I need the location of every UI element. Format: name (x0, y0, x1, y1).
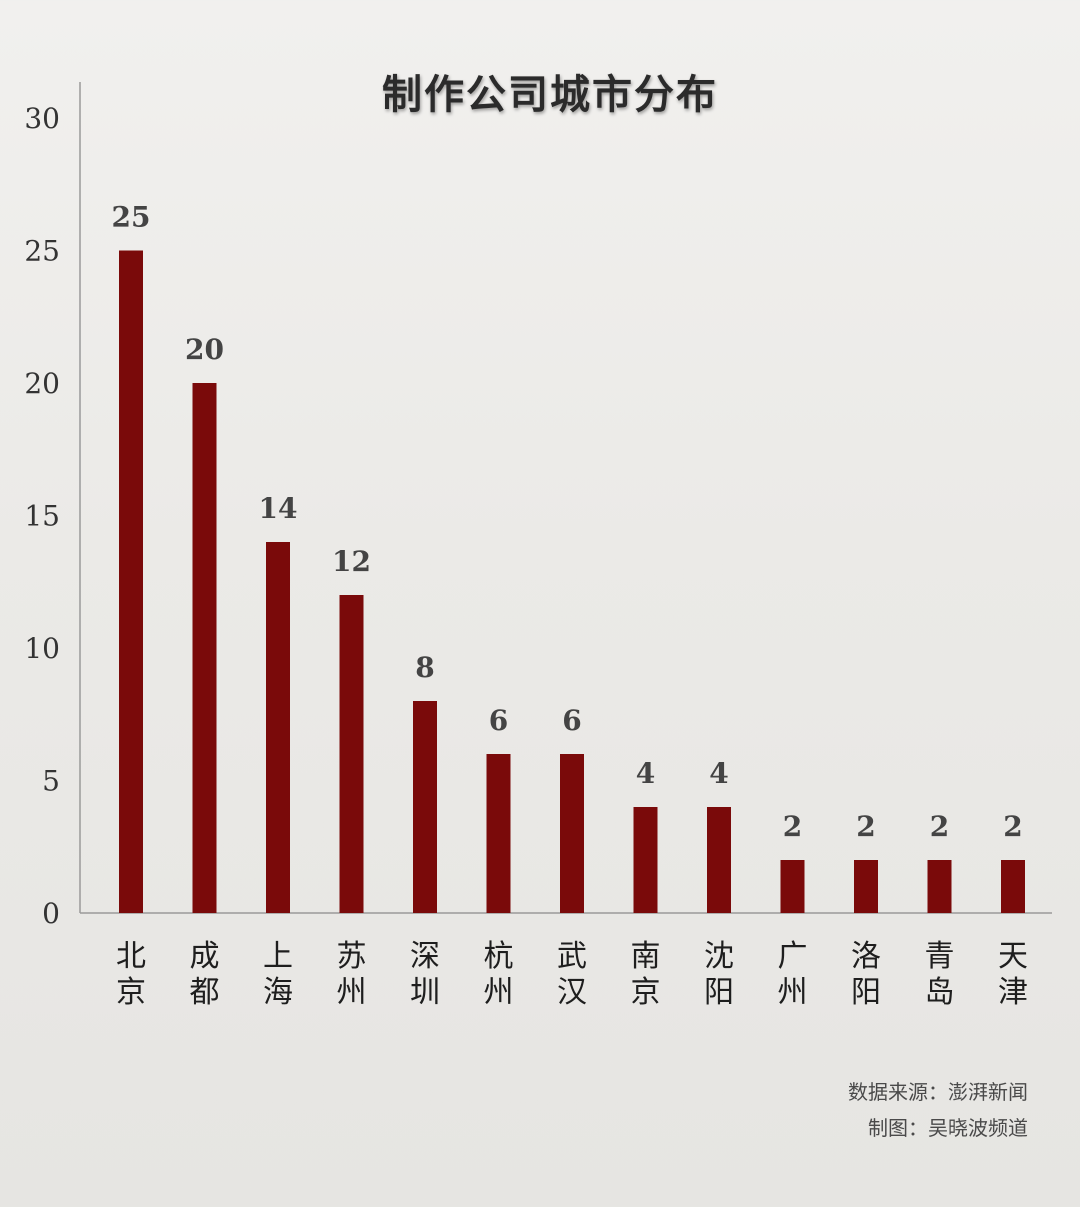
bar (339, 595, 364, 913)
bar-value-label: 20 (185, 333, 224, 366)
bar (413, 701, 437, 913)
category-label: 成都 (190, 939, 220, 1010)
category-label: 苏州 (337, 939, 367, 1010)
y-tick-label: 5 (42, 765, 60, 798)
bar (707, 807, 731, 913)
y-tick-label: 25 (24, 235, 60, 268)
category-label: 深圳 (410, 939, 440, 1010)
bar-value-label: 2 (856, 810, 875, 843)
bar-value-label: 4 (636, 757, 655, 790)
source-credit: 数据来源：澎湃新闻 (848, 1080, 1028, 1104)
y-tick-label: 20 (24, 367, 60, 400)
bar (486, 754, 511, 913)
bar-value-label: 8 (415, 651, 434, 684)
author-credit: 制图：吴晓波频道 (868, 1116, 1028, 1140)
credits: 数据来源：澎湃新闻 制图：吴晓波频道 (848, 1074, 1028, 1146)
bar (560, 754, 584, 913)
bar-value-label: 2 (1003, 810, 1022, 843)
bar-value-label: 4 (709, 757, 728, 790)
bar (119, 250, 143, 913)
y-tick-label: 0 (42, 897, 60, 930)
bar (633, 807, 658, 913)
category-label: 天津 (998, 939, 1028, 1010)
category-label: 青岛 (925, 939, 955, 1010)
category-label: 沈阳 (704, 939, 734, 1010)
bar-value-label: 25 (112, 201, 151, 234)
y-tick-label: 15 (24, 500, 60, 533)
category-label: 北京 (116, 939, 146, 1010)
y-tick-label: 10 (24, 632, 60, 665)
bar-value-label: 12 (332, 545, 371, 578)
bar (854, 860, 878, 913)
bar (192, 383, 217, 913)
y-axis-ticks: 0 5 10 15 20 25 30 (24, 102, 60, 930)
bar (266, 542, 290, 913)
category-label: 武汉 (557, 939, 587, 1010)
category-label: 上海 (263, 939, 293, 1010)
value-labels: 25 20 14 12 8 6 6 4 4 2 2 2 2 (112, 201, 1023, 844)
bar-value-label: 2 (783, 810, 802, 843)
chart-title: 制作公司城市分布 (382, 72, 718, 118)
bar-value-label: 14 (259, 492, 298, 525)
bar (780, 860, 805, 913)
bars (119, 250, 1025, 913)
category-label: 杭州 (484, 939, 514, 1010)
bar-value-label: 2 (930, 810, 949, 843)
y-tick-label: 30 (24, 102, 60, 135)
bar (1001, 860, 1025, 913)
bar-value-label: 6 (489, 704, 508, 737)
category-label: 洛阳 (851, 939, 881, 1010)
category-label: 广州 (778, 939, 808, 1010)
category-label: 南京 (631, 939, 661, 1010)
bar-value-label: 6 (562, 704, 581, 737)
bar (927, 860, 952, 913)
